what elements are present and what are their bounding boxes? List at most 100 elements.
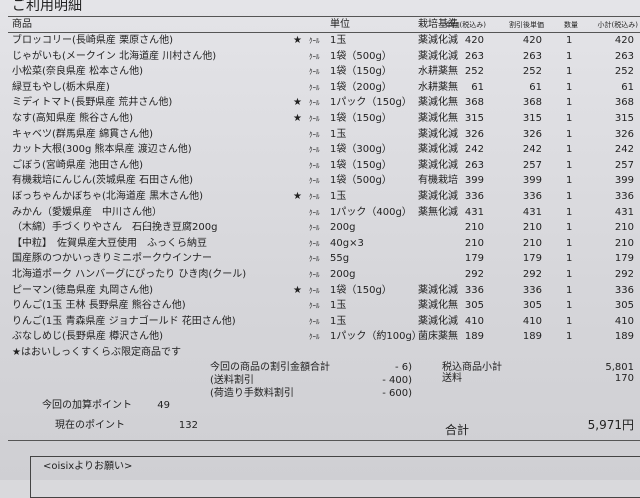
quantity: 1 [566,222,573,234]
notice-title: <oisixよりお願い> [43,461,133,472]
unit: 1袋（150g） [330,66,392,78]
price: 368 [464,97,484,109]
column-header: 数量 [564,21,578,29]
discounted-price: 336 [522,191,542,202]
criterion: 有機栽培 [418,175,458,187]
quantity: 1 [566,315,573,327]
star: ★ [293,284,302,296]
cool: ｸｰﾙ [309,83,320,92]
quantity: 1 [566,128,573,140]
cool: ｸｰﾙ [309,99,320,108]
price: 210 [464,222,484,234]
subtotal: 368 [614,97,634,109]
unit: 1玉 [330,128,347,140]
subtotal: 336 [614,191,634,202]
discounted-price: 315 [522,113,542,124]
unit: 1パック（400g） [330,206,412,218]
quantity: 1 [566,331,573,343]
criterion: 薬減化減 [418,191,458,202]
subtotal: 305 [614,300,634,312]
subtotal: 336 [614,284,634,296]
discounted-price: 336 [522,284,542,296]
discounted-price: 399 [522,175,542,187]
cool: ｸｰﾙ [309,68,320,77]
price: 326 [464,128,484,140]
unit: 40g×3 [330,237,364,249]
cool: ｸｰﾙ [309,224,320,233]
notice-box: <oisixよりお願い> [30,456,640,498]
price: 410 [464,315,484,327]
unit: 55g [330,253,350,265]
item-name: ミディトマト(長野県産 荒井さん他) [12,97,173,109]
criterion: 水耕薬無 [418,81,458,93]
quantity: 1 [566,175,573,187]
rule [8,440,640,441]
unit: 1玉 [330,300,347,312]
price: 420 [464,35,484,46]
column-header: 栽培基準 [418,19,458,30]
discount-value: - 600) [382,388,412,399]
unit: 1袋（150g） [330,113,392,124]
quantity: 1 [566,81,573,93]
discounted-price: 368 [522,97,542,109]
unit: 1袋（500g） [330,175,392,187]
quantity: 1 [566,237,573,249]
criterion: 薬減化減 [418,315,458,327]
unit: 1袋（150g） [330,284,392,296]
item-name: なす(高知県産 熊谷さん他) [12,113,133,124]
quantity: 1 [566,113,573,124]
rule [8,16,640,17]
rule [8,32,640,33]
quantity: 1 [566,284,573,296]
cool: ｸｰﾙ [309,193,320,201]
subtotal: 179 [614,253,634,265]
cool: ｸｰﾙ [309,161,320,170]
item-name: 小松菜(奈良県産 松本さん他) [12,66,143,78]
item-name: りんご(1玉 青森県産 ジョナゴールド 花田さん他) [12,315,236,327]
unit: 1玉 [330,35,347,46]
quantity: 1 [566,66,573,78]
quantity: 1 [566,300,573,312]
item-name: 【中粒】 佐賀県産大豆使用 ふっくら納豆 [12,237,207,249]
discounted-price: 189 [522,331,542,343]
cool: ｸｰﾙ [309,37,320,45]
item-name: ごぼう(宮崎県産 池田さん他) [12,159,143,171]
unit: 1パック（150g） [330,97,412,109]
price: 61 [471,81,484,93]
criterion: 薬減化減 [418,144,458,156]
item-name: ぼっちゃんかぼちゃ(北海道産 黒木さん他) [12,191,203,202]
cool: ｸｰﾙ [309,271,320,279]
subtotal: 257 [614,159,634,171]
discounted-price: 252 [522,66,542,78]
price: 336 [464,191,484,202]
cool: ｸｰﾙ [309,239,320,248]
charge-label: 送料 [442,373,462,384]
charge-value: 170 [614,373,634,384]
price: 179 [464,253,484,265]
discounted-price: 305 [522,300,542,312]
item-name: みかん（愛媛県産 中川さん他） [12,206,162,218]
discounted-price: 326 [522,128,542,140]
discounted-price: 210 [522,222,542,234]
unit: 1パック（約100g） [330,331,422,343]
item-name: （木綿）手づくりやさん 石臼挽き豆腐200g [12,222,218,234]
criterion: 薬減化無 [418,97,458,109]
criterion: 菌床薬無 [418,331,458,343]
quantity: 1 [566,144,573,156]
criterion: 薬減化減 [418,35,458,46]
subtotal: 263 [614,50,634,62]
cool: ｸｰﾙ [309,52,320,61]
unit: 1袋（150g） [330,159,392,171]
subtotal: 210 [614,222,634,234]
cool: ｸｰﾙ [309,208,320,217]
discounted-price: 179 [522,253,542,265]
star: ★ [293,113,302,124]
unit: 1袋（200g） [330,81,392,93]
column-header: 単位 [330,19,350,30]
item-name: カット大根(300g 熊本県産 渡辺さん他) [12,144,192,156]
footnote: ★はおいしっくすくらぶ限定商品です [12,347,181,358]
quantity: 1 [566,191,573,202]
item-name: 国産豚のつかいっきりミニポークウインナー [12,253,212,265]
subtotal: 315 [614,113,634,124]
discounted-price: 410 [522,315,542,327]
